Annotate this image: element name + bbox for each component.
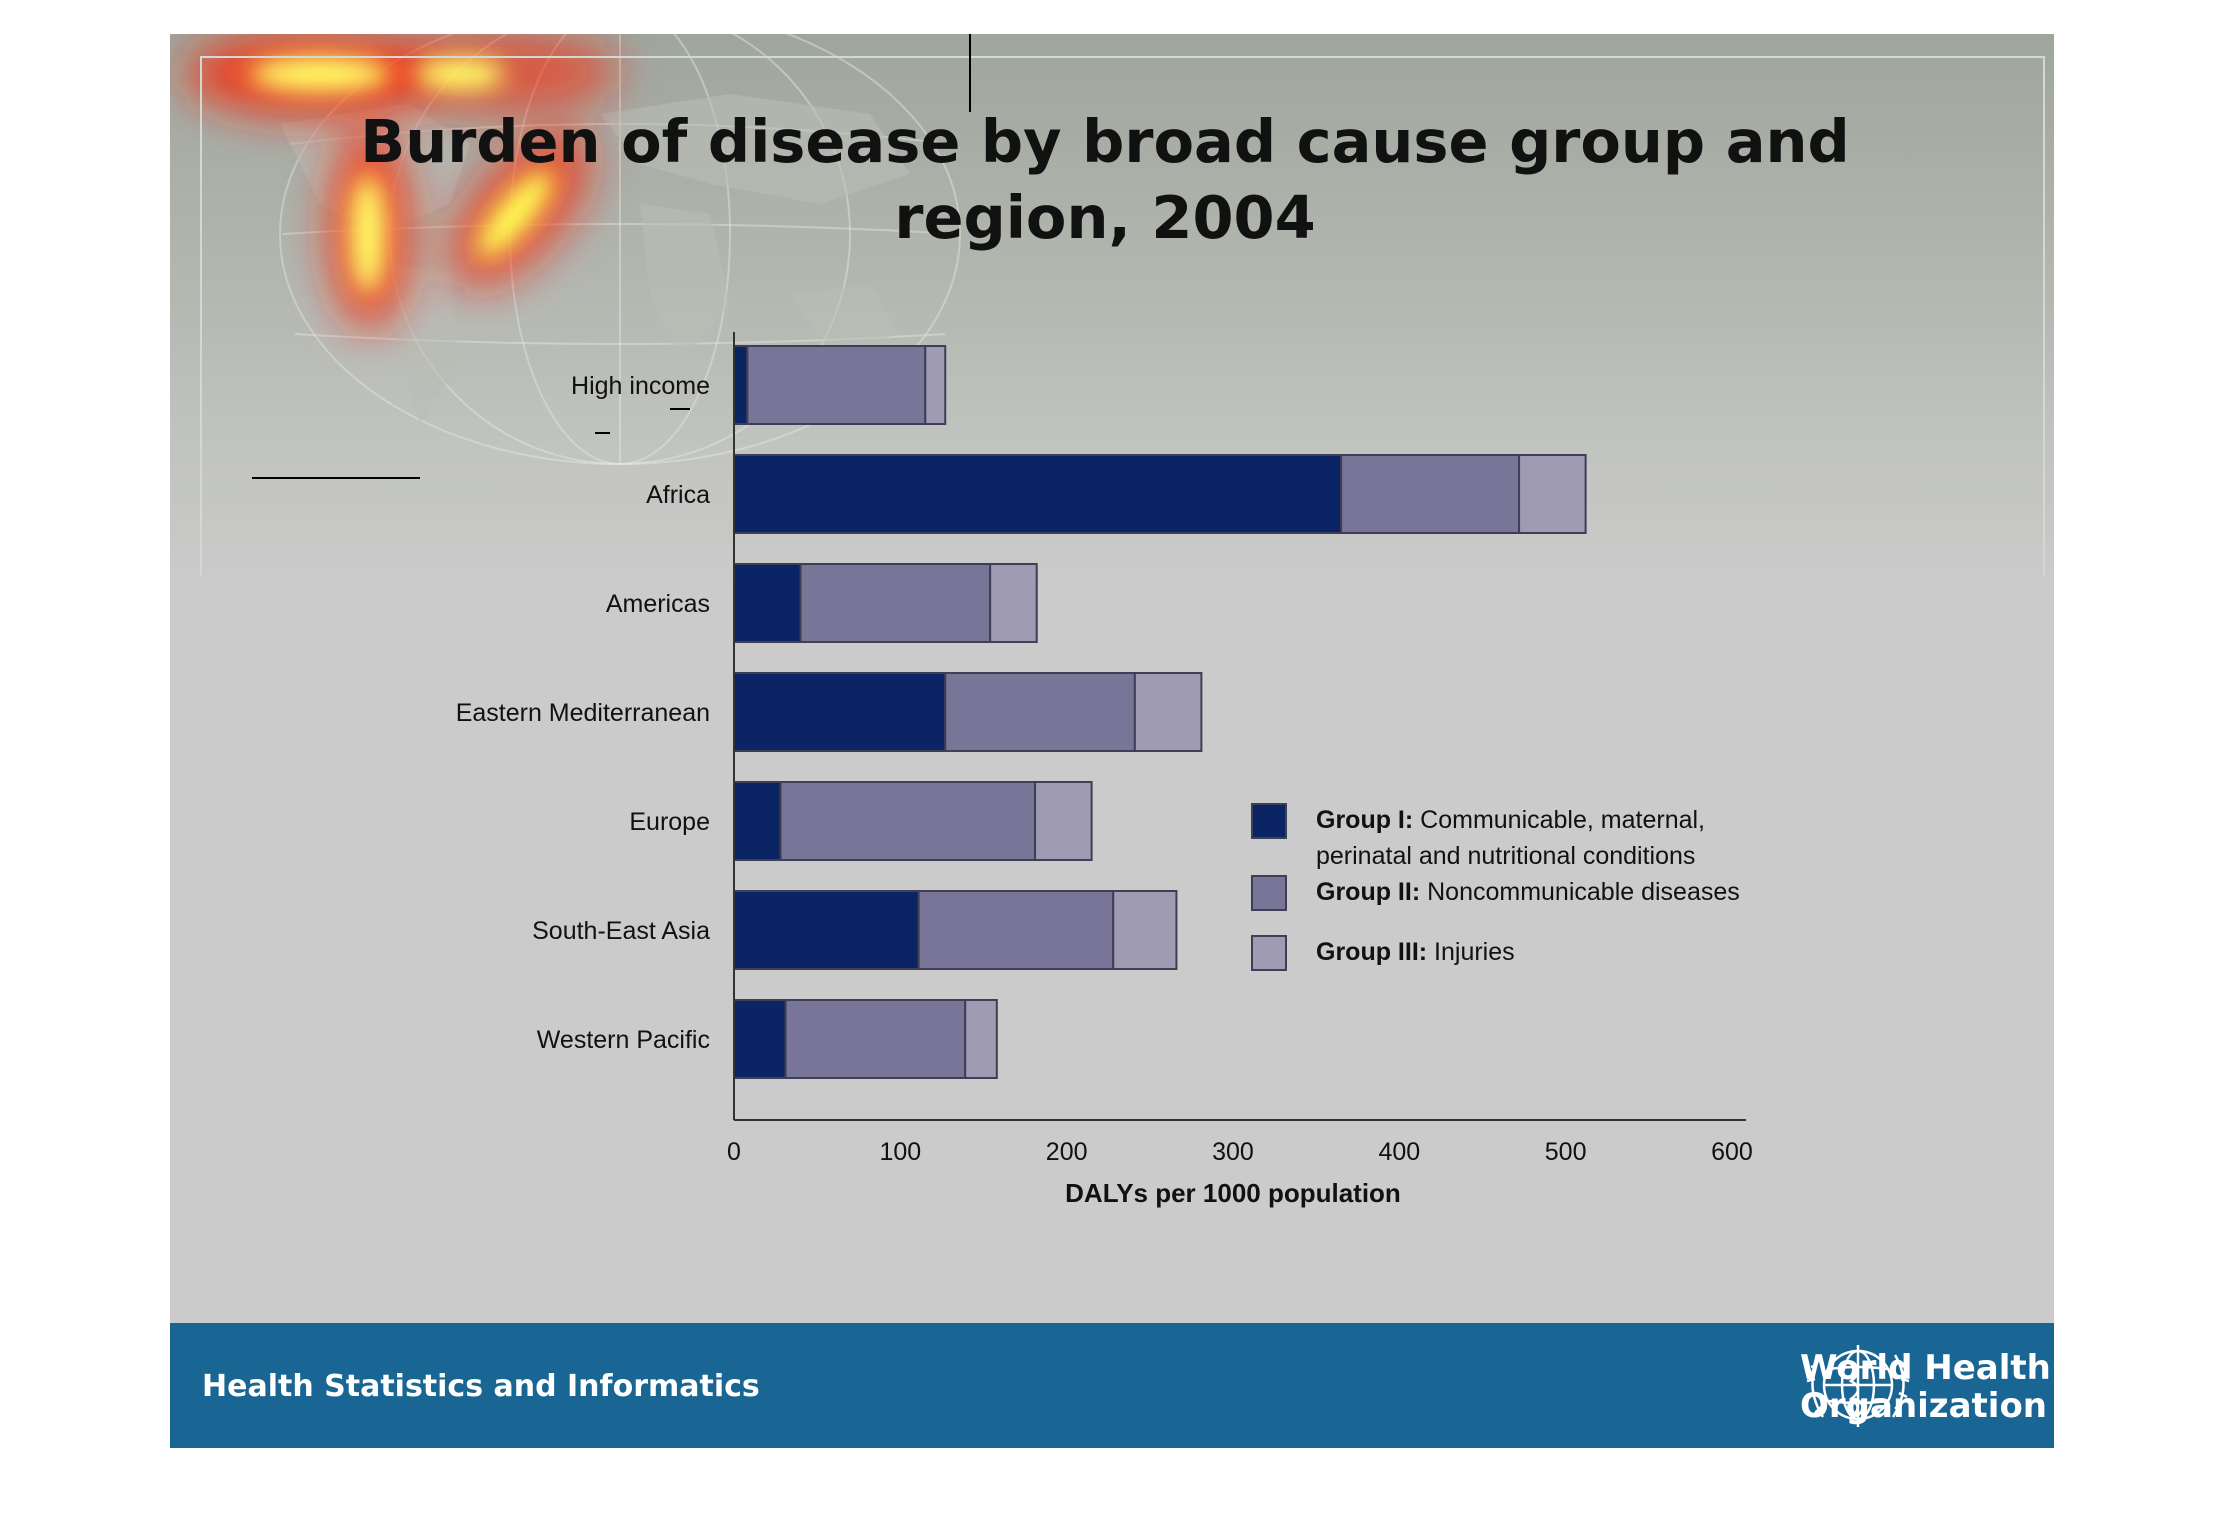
category-label: Western Pacific <box>537 1026 710 1054</box>
title-line-2: region, 2004 <box>894 183 1316 252</box>
x-tick-label: 600 <box>1711 1138 1753 1166</box>
x-tick-label: 200 <box>1046 1138 1088 1166</box>
page-title: Burden of disease by broad cause group a… <box>310 104 1900 256</box>
bar-2-1 <box>1340 454 1521 534</box>
category-label: Africa <box>646 481 710 509</box>
category-label: High income <box>571 372 710 400</box>
legend-group-label: Group II: <box>1316 878 1427 906</box>
bars-layer <box>733 345 1587 1079</box>
bar-3-4 <box>1034 781 1093 861</box>
bar-2-6 <box>784 999 967 1079</box>
stacked-bar-chart: High income Africa Americas Eastern Mediter… <box>252 34 1753 1208</box>
legend-swatch-1 <box>1251 803 1287 839</box>
bar-1-3 <box>733 672 947 752</box>
x-tick-label: 300 <box>1212 1138 1254 1166</box>
bar-1-5 <box>733 890 920 970</box>
category-label: Europe <box>629 808 710 836</box>
gaze-heatmap-overlay <box>185 34 620 329</box>
axes-layer: High income Africa Americas Eastern Mediter… <box>456 332 1753 1208</box>
category-label: South-East Asia <box>532 917 710 945</box>
organization-name: World Health Organization <box>1800 1349 2051 1425</box>
bar-1-0 <box>733 345 749 425</box>
x-tick-label: 0 <box>727 1138 741 1166</box>
slide: Burden of disease by broad cause group a… <box>170 34 2054 1448</box>
category-label: Eastern Mediterranean <box>456 699 710 727</box>
bar-3-6 <box>964 999 998 1079</box>
bar-1-2 <box>733 563 802 643</box>
legend-entry-1: Group I: Communicable, maternal, <box>1316 806 1705 834</box>
legend-group-label: Group I: <box>1316 806 1420 834</box>
bar-2-4 <box>779 781 1037 861</box>
legend-entry-3: Group III: Injuries <box>1316 938 1515 966</box>
bar-3-5 <box>1112 890 1178 970</box>
title-frame <box>200 56 2045 576</box>
legend-swatch-3 <box>1251 935 1287 971</box>
x-tick-label: 400 <box>1378 1138 1420 1166</box>
title-line-1: Burden of disease by broad cause group a… <box>360 107 1850 176</box>
legend-group-label: Group III: <box>1316 938 1434 966</box>
legend-description: Injuries <box>1434 938 1515 966</box>
legend-description: Communicable, maternal, <box>1420 806 1705 834</box>
legend-description-line-2: perinatal and nutritional conditions <box>1316 842 1695 870</box>
x-tick-label: 500 <box>1545 1138 1587 1166</box>
footer-text: Health Statistics and Informatics <box>202 1369 760 1404</box>
legend: Group I: Communicable, maternal, perinata… <box>1251 803 1740 971</box>
bar-3-3 <box>1133 672 1203 752</box>
legend-swatch-2 <box>1251 875 1287 911</box>
bar-1-1 <box>733 454 1343 534</box>
bar-2-3 <box>944 672 1136 752</box>
organization-line-2: Organization <box>1800 1386 2048 1426</box>
bar-2-0 <box>746 345 927 425</box>
bar-3-0 <box>924 345 947 425</box>
x-tick-label: 100 <box>879 1138 921 1166</box>
bar-3-1 <box>1518 454 1587 534</box>
who-emblem-icon <box>1806 1345 1910 1427</box>
bar-1-4 <box>733 781 782 861</box>
category-label: Americas <box>606 590 710 618</box>
stray-lines <box>252 34 971 479</box>
bar-1-6 <box>733 999 787 1079</box>
footer-bar: Health Statistics and Informatics World … <box>170 1323 2054 1448</box>
legend-description: Noncommunicable diseases <box>1427 878 1740 906</box>
x-axis-title: DALYs per 1000 population <box>1065 1178 1401 1208</box>
bar-3-2 <box>989 563 1038 643</box>
bar-2-5 <box>917 890 1115 970</box>
organization-line-1: World Health <box>1800 1348 2051 1388</box>
legend-entry-2: Group II: Noncommunicable diseases <box>1316 878 1740 906</box>
bar-2-2 <box>799 563 992 643</box>
